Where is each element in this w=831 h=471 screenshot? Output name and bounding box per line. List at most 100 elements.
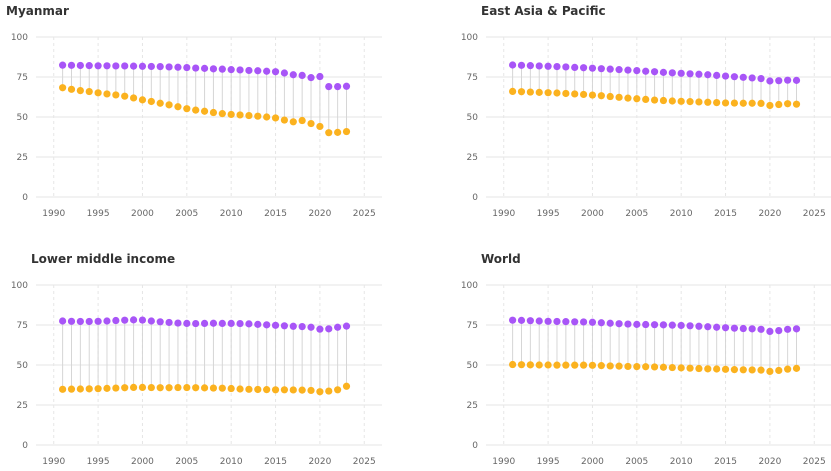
point-series-2: [739, 99, 747, 107]
point-series-2: [606, 362, 614, 370]
point-series-2: [129, 94, 138, 102]
point-series-1: [579, 318, 588, 326]
point-series-2: [254, 385, 262, 394]
point-series-2: [571, 361, 579, 369]
point-series-1: [289, 71, 297, 79]
point-series-2: [183, 383, 191, 392]
point-series-2: [721, 99, 730, 107]
y-tick-label: 50: [467, 113, 479, 123]
point-series-2: [659, 363, 668, 371]
point-series-2: [713, 365, 721, 373]
point-series-1: [307, 74, 315, 82]
point-series-1: [766, 327, 774, 335]
point-series-2: [85, 385, 93, 393]
point-series-2: [236, 385, 244, 393]
point-series-2: [67, 85, 76, 93]
y-tick-label: 25: [17, 401, 28, 411]
point-series-2: [766, 367, 774, 375]
point-series-2: [218, 384, 226, 392]
point-series-2: [509, 360, 517, 369]
point-series-2: [183, 105, 191, 113]
point-series-2: [553, 89, 561, 97]
point-series-1: [67, 61, 76, 69]
point-series-1: [677, 69, 685, 77]
point-series-2: [650, 363, 659, 371]
point-series-2: [94, 89, 102, 97]
x-tick-label: 2000: [581, 209, 604, 219]
x-tick-label: 1990: [42, 209, 65, 219]
x-tick-label: 2025: [353, 209, 376, 219]
point-series-1: [748, 74, 756, 82]
point-series-1: [562, 318, 570, 326]
point-series-1: [245, 320, 253, 328]
point-series-2: [615, 93, 623, 101]
point-series-2: [633, 95, 641, 103]
point-series-2: [263, 386, 271, 394]
point-series-2: [254, 112, 262, 120]
y-tick-label: 50: [17, 361, 29, 371]
point-series-2: [775, 100, 783, 109]
point-series-2: [200, 384, 209, 392]
point-series-1: [59, 61, 67, 69]
y-tick-label: 100: [11, 281, 28, 291]
x-tick-label: 2015: [714, 209, 737, 219]
point-series-2: [103, 90, 111, 98]
point-series-2: [59, 385, 67, 393]
point-series-1: [633, 67, 641, 75]
point-series-1: [138, 62, 147, 70]
point-series-1: [85, 317, 93, 326]
x-tick-label: 2010: [670, 209, 693, 219]
point-series-2: [597, 92, 605, 100]
x-tick-label: 2025: [803, 457, 826, 467]
point-series-1: [526, 62, 534, 70]
point-series-2: [147, 383, 155, 392]
point-series-1: [792, 325, 801, 333]
point-series-2: [263, 113, 271, 121]
x-tick-label: 2010: [220, 209, 243, 219]
point-series-1: [121, 62, 129, 70]
point-series-2: [307, 119, 315, 128]
point-series-2: [298, 116, 306, 125]
point-series-1: [606, 65, 614, 73]
point-series-1: [668, 69, 676, 77]
point-series-2: [695, 98, 703, 106]
y-tick-label: 25: [17, 153, 28, 163]
point-series-1: [721, 72, 730, 80]
point-series-1: [535, 317, 543, 325]
point-series-1: [156, 63, 164, 71]
point-series-2: [67, 385, 76, 393]
point-series-2: [686, 364, 694, 372]
x-tick-label: 2020: [308, 209, 331, 219]
point-series-2: [112, 91, 120, 99]
point-series-2: [757, 366, 765, 374]
point-series-1: [103, 317, 111, 325]
point-series-1: [236, 319, 244, 328]
point-series-1: [325, 325, 333, 333]
point-series-1: [659, 321, 668, 329]
point-series-2: [517, 88, 526, 96]
point-series-1: [271, 68, 280, 76]
point-series-2: [659, 96, 668, 105]
point-series-1: [588, 318, 597, 326]
point-series-1: [739, 324, 747, 333]
point-series-1: [784, 325, 792, 333]
point-series-2: [138, 383, 147, 391]
point-series-1: [597, 65, 605, 73]
point-series-1: [544, 62, 552, 70]
point-series-1: [553, 317, 561, 326]
x-tick-label: 2005: [625, 209, 648, 219]
point-series-1: [757, 325, 765, 333]
point-series-2: [76, 385, 84, 393]
panel-title-myanmar: Myanmar: [6, 4, 69, 18]
point-series-1: [553, 63, 561, 71]
point-series-2: [209, 384, 218, 392]
point-series-2: [271, 114, 280, 122]
point-series-2: [316, 388, 324, 396]
point-series-1: [342, 82, 351, 90]
x-tick-label: 2010: [670, 457, 693, 467]
point-series-1: [633, 320, 641, 328]
point-series-2: [271, 386, 280, 394]
x-tick-label: 2005: [175, 457, 198, 467]
x-tick-label: 2010: [220, 457, 243, 467]
point-series-2: [342, 382, 351, 390]
